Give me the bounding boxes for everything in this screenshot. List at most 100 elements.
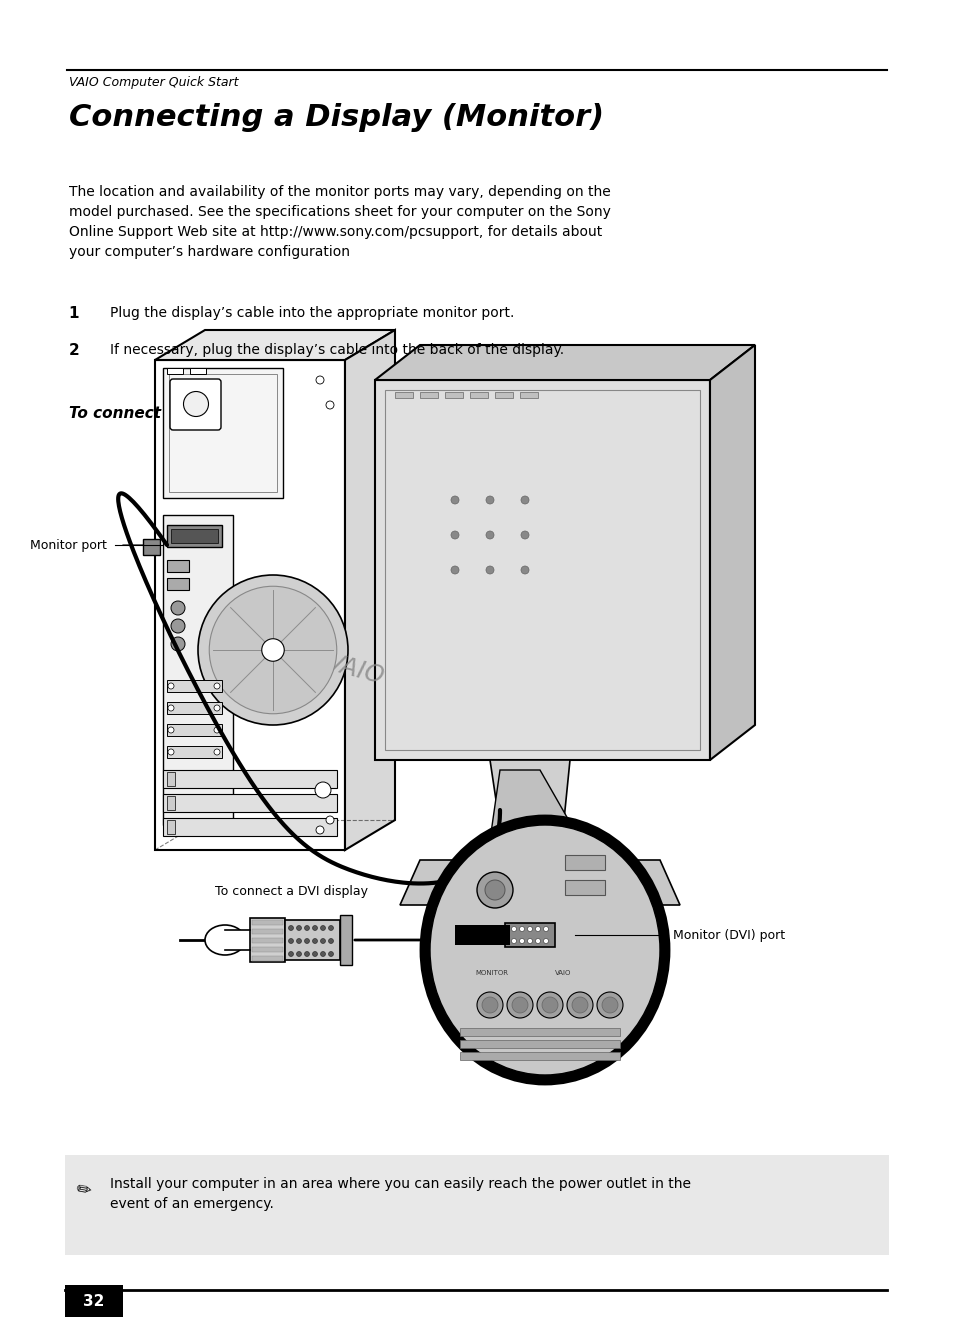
Bar xyxy=(459,1052,619,1060)
Bar xyxy=(470,393,488,398)
Circle shape xyxy=(511,926,516,931)
Text: 32: 32 xyxy=(83,1293,105,1308)
Circle shape xyxy=(213,683,220,689)
Circle shape xyxy=(296,926,301,930)
Circle shape xyxy=(451,565,458,574)
Polygon shape xyxy=(375,381,709,760)
Ellipse shape xyxy=(421,817,667,1083)
Bar xyxy=(444,393,462,398)
Text: MONITOR: MONITOR xyxy=(475,970,507,976)
Circle shape xyxy=(451,496,458,504)
Circle shape xyxy=(168,683,173,689)
Text: VAIO: VAIO xyxy=(323,651,386,689)
Circle shape xyxy=(519,938,524,943)
FancyBboxPatch shape xyxy=(170,379,221,430)
Text: Monitor port: Monitor port xyxy=(30,539,107,552)
Bar xyxy=(163,770,336,788)
Circle shape xyxy=(535,926,540,931)
Circle shape xyxy=(168,749,173,754)
Circle shape xyxy=(168,728,173,733)
Circle shape xyxy=(485,496,494,504)
Circle shape xyxy=(326,401,334,409)
Bar xyxy=(167,578,189,590)
Text: 2: 2 xyxy=(69,343,79,358)
Circle shape xyxy=(476,872,513,909)
Text: Install your computer in an area where you can easily reach the power outlet in : Install your computer in an area where y… xyxy=(110,1177,690,1211)
Circle shape xyxy=(451,531,458,539)
Bar xyxy=(167,679,222,691)
Circle shape xyxy=(168,705,173,712)
Polygon shape xyxy=(490,770,579,846)
Polygon shape xyxy=(154,360,345,850)
Circle shape xyxy=(296,938,301,943)
Bar xyxy=(169,374,276,492)
Bar xyxy=(250,918,285,962)
Ellipse shape xyxy=(183,391,209,417)
Circle shape xyxy=(328,951,334,957)
Circle shape xyxy=(506,992,533,1018)
Text: VAIO Computer Quick Start: VAIO Computer Quick Start xyxy=(69,76,238,90)
Text: The location and availability of the monitor ports may vary, depending on the
mo: The location and availability of the mon… xyxy=(69,185,610,259)
Circle shape xyxy=(171,619,185,632)
Circle shape xyxy=(476,992,502,1018)
Circle shape xyxy=(304,938,309,943)
Bar xyxy=(167,560,189,572)
Circle shape xyxy=(520,565,529,574)
Bar xyxy=(459,1040,619,1048)
Bar xyxy=(252,938,283,943)
Text: Connecting a Display (Monitor): Connecting a Display (Monitor) xyxy=(69,103,603,133)
Bar xyxy=(285,921,339,959)
Circle shape xyxy=(572,997,587,1013)
Bar xyxy=(385,390,700,750)
Circle shape xyxy=(288,926,294,930)
Bar xyxy=(519,393,537,398)
Bar xyxy=(171,529,218,543)
Circle shape xyxy=(314,783,331,799)
Circle shape xyxy=(320,926,325,930)
Circle shape xyxy=(520,531,529,539)
Polygon shape xyxy=(709,344,754,760)
Text: To connect a display: To connect a display xyxy=(69,406,242,421)
Circle shape xyxy=(320,938,325,943)
Bar xyxy=(252,955,283,961)
Circle shape xyxy=(315,825,324,833)
Circle shape xyxy=(485,531,494,539)
Circle shape xyxy=(512,997,527,1013)
Circle shape xyxy=(519,926,524,931)
Text: VAIO: VAIO xyxy=(555,970,571,976)
Bar xyxy=(163,369,283,498)
Bar xyxy=(419,393,437,398)
Circle shape xyxy=(213,728,220,733)
Bar xyxy=(455,925,510,945)
Bar xyxy=(167,796,174,809)
Circle shape xyxy=(209,587,336,714)
Bar xyxy=(167,702,222,714)
Bar xyxy=(163,515,233,825)
Circle shape xyxy=(313,938,317,943)
Bar xyxy=(564,880,604,895)
Bar xyxy=(504,923,555,947)
Circle shape xyxy=(213,749,220,754)
Circle shape xyxy=(543,926,548,931)
Polygon shape xyxy=(399,860,679,904)
Circle shape xyxy=(601,997,618,1013)
Text: 1: 1 xyxy=(69,306,79,320)
Bar xyxy=(167,525,222,547)
Bar xyxy=(339,915,352,965)
Circle shape xyxy=(511,938,516,943)
Bar xyxy=(167,369,183,374)
Circle shape xyxy=(527,938,532,943)
Circle shape xyxy=(288,951,294,957)
Circle shape xyxy=(213,705,220,712)
Ellipse shape xyxy=(430,825,659,1075)
Polygon shape xyxy=(143,539,160,555)
Circle shape xyxy=(566,992,593,1018)
Circle shape xyxy=(198,575,348,725)
Circle shape xyxy=(296,951,301,957)
Bar xyxy=(252,929,283,934)
Bar xyxy=(65,1155,888,1256)
Bar xyxy=(395,393,413,398)
Bar xyxy=(459,1028,619,1036)
Polygon shape xyxy=(345,330,395,850)
Text: To connect a DVI display: To connect a DVI display xyxy=(214,884,368,898)
